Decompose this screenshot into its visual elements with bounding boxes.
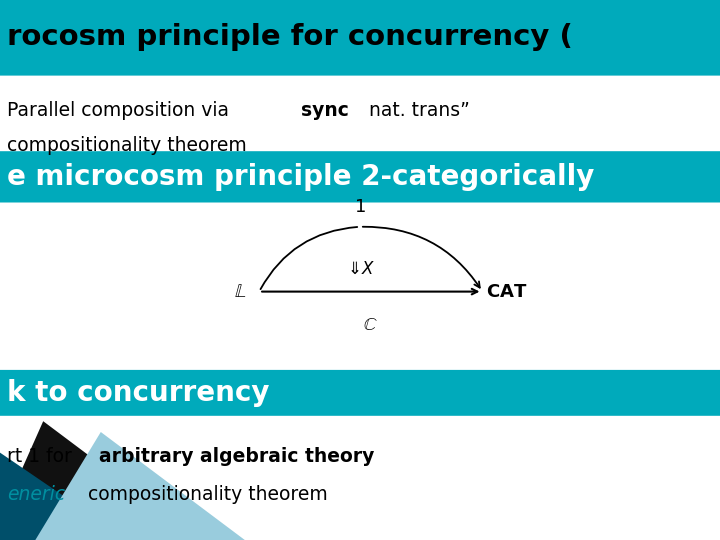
FancyBboxPatch shape [0, 370, 720, 416]
Polygon shape [0, 443, 144, 540]
Text: nat. trans”: nat. trans” [363, 101, 470, 120]
Text: arbitrary algebraic theory: arbitrary algebraic theory [99, 447, 374, 466]
Text: Parallel composition via: Parallel composition via [7, 101, 235, 120]
Text: eneric: eneric [7, 484, 66, 504]
Text: e microcosm principle 2-categorically: e microcosm principle 2-categorically [7, 163, 595, 191]
Text: compositionality theorem: compositionality theorem [82, 484, 328, 504]
Text: $\mathbf{CAT}$: $\mathbf{CAT}$ [486, 282, 527, 301]
FancyBboxPatch shape [0, 0, 720, 76]
Text: $1$: $1$ [354, 198, 366, 216]
Text: sync: sync [302, 101, 349, 120]
Text: $\mathbb{C}$: $\mathbb{C}$ [364, 316, 378, 334]
Text: rocosm principle for concurrency (: rocosm principle for concurrency ( [7, 23, 593, 51]
Text: $\mathbb{L}$: $\mathbb{L}$ [234, 282, 246, 301]
Text: rt 1 for: rt 1 for [7, 447, 78, 466]
Polygon shape [0, 421, 216, 540]
Text: k to concurrency: k to concurrency [7, 379, 270, 407]
Text: $\Downarrow\!X$: $\Downarrow\!X$ [344, 260, 376, 278]
Text: compositionality theorem: compositionality theorem [7, 136, 247, 156]
FancyBboxPatch shape [0, 151, 720, 202]
Polygon shape [29, 432, 259, 540]
